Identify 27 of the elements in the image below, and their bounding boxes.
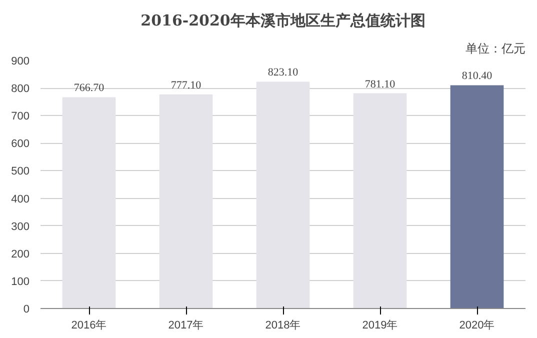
data-label: 781.10	[364, 78, 396, 90]
data-label: 810.40	[462, 70, 493, 82]
y-tick-label: 0	[23, 304, 30, 316]
bar	[450, 85, 504, 308]
data-label: 766.70	[74, 82, 105, 94]
y-tick-label: 800	[11, 83, 30, 96]
data-label: 777.10	[170, 79, 202, 92]
x-tick-label: 2016年	[71, 320, 107, 332]
bar	[159, 94, 213, 308]
y-tick-label: 500	[11, 166, 30, 178]
x-tick-label: 2018年	[265, 320, 301, 332]
text: 单位：亿元	[466, 42, 526, 56]
x-tick-label: 2020年	[459, 320, 495, 332]
y-tick-label: 200	[11, 248, 30, 260]
y-tick-label: 700	[11, 110, 30, 123]
x-tick-label: 2019年	[362, 320, 398, 332]
y-tick-label: 100	[11, 276, 30, 288]
y-tick-label: 300	[11, 220, 30, 233]
chart-title: 2016-2020年本溪市地区生产总值统计图	[140, 12, 426, 30]
data-label: 823.10	[268, 66, 299, 79]
bar	[256, 82, 310, 308]
y-tick-label: 900	[11, 56, 30, 68]
x-tick-label: 2017年	[168, 320, 204, 332]
y-tick-label: 400	[11, 193, 30, 206]
bar	[62, 97, 116, 308]
bar	[353, 93, 407, 308]
y-tick-label: 600	[11, 138, 30, 150]
